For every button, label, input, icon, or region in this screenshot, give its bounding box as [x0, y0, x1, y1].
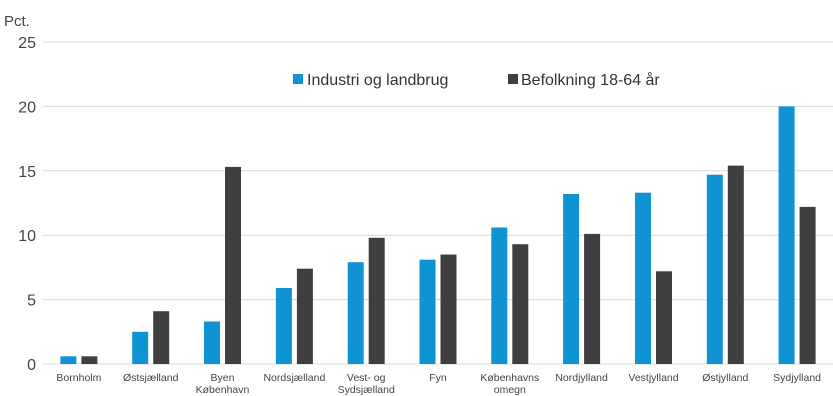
legend-swatch-befolkning [508, 74, 518, 84]
bar-industri-3 [275, 288, 292, 364]
bar-industri-10 [778, 106, 795, 365]
x-category-label: Nordsjælland [263, 372, 325, 384]
x-category-label: Vest- og Sydsjælland [338, 372, 395, 396]
y-tick-label: 5 [27, 293, 36, 310]
bar-befolkning-5 [440, 254, 457, 364]
bars [60, 106, 816, 365]
y-tick-label: 20 [18, 99, 36, 116]
bar-industri-5 [419, 259, 436, 364]
x-category-label: Københavns omegn [480, 372, 539, 396]
y-tick-label: 25 [18, 35, 36, 52]
y-tick-label: 0 [27, 357, 36, 374]
bar-befolkning-2 [225, 166, 241, 364]
x-category-label: Østjylland [702, 372, 748, 384]
bar-industri-8 [635, 192, 651, 364]
x-category-label: Sydjylland [773, 372, 821, 384]
legend-swatch-industri [293, 74, 303, 84]
bar-industri-6 [491, 227, 508, 364]
legend-label-industri: Industri og landbrug [307, 72, 448, 89]
bar-befolkning-0 [81, 356, 98, 364]
x-category-label: Byen København [196, 372, 250, 396]
y-tick-label: 15 [18, 164, 36, 181]
x-category-label: Østsjælland [123, 372, 179, 384]
bar-befolkning-3 [296, 268, 313, 364]
bar-befolkning-8 [656, 271, 672, 364]
x-axis-category-labels: Bornholm Østsjælland Byen København Nordsjæl… [56, 372, 821, 396]
y-axis-tick-labels: 0 5 10 15 20 25 [18, 35, 36, 374]
x-category-label: Fyn [429, 372, 447, 384]
gridlines [43, 41, 833, 365]
bar-befolkning-6 [512, 244, 529, 364]
legend-label-befolkning: Befolkning 18-64 år [521, 71, 660, 89]
bar-industri-1 [132, 331, 149, 364]
bar-industri-0 [60, 356, 77, 364]
legend: Industri og landbrug Befolkning 18-64 år [293, 71, 660, 89]
bar-befolkning-10 [799, 206, 816, 364]
bar-industri-9 [706, 174, 723, 364]
x-category-label: Nordjylland [555, 372, 608, 384]
bar-befolkning-9 [727, 165, 744, 364]
y-tick-label: 10 [18, 228, 36, 245]
bar-industri-7 [563, 194, 580, 364]
bar-befolkning-7 [584, 233, 601, 364]
bar-befolkning-4 [368, 237, 385, 364]
bar-industri-4 [347, 262, 364, 364]
y-axis-unit-label: Pct. [4, 13, 30, 30]
x-category-label: Bornholm [56, 372, 101, 384]
bar-befolkning-1 [153, 311, 170, 364]
bar-industri-2 [204, 321, 220, 364]
x-category-label: Vestjylland [628, 372, 678, 384]
